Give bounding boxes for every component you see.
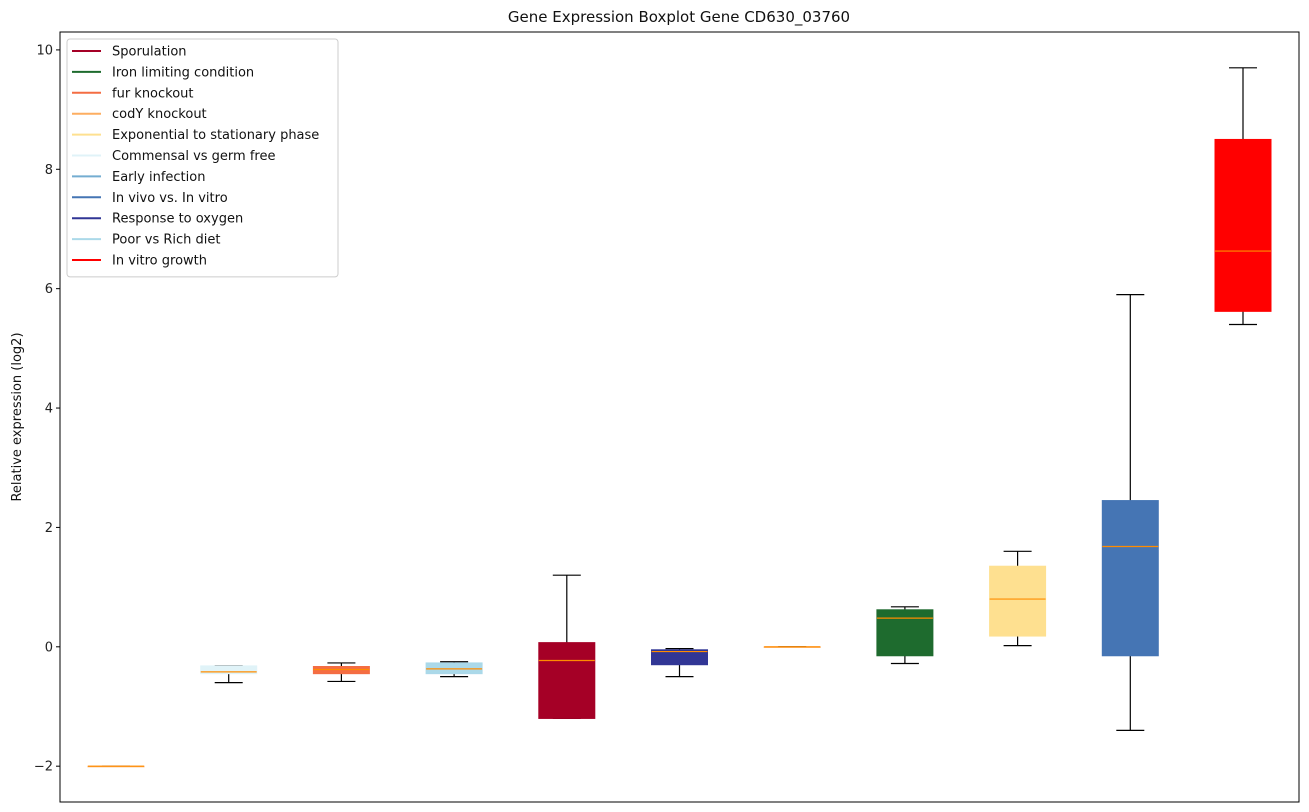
box-iqr bbox=[1214, 138, 1272, 312]
boxes-layer bbox=[87, 67, 1272, 768]
box-iqr bbox=[651, 649, 708, 666]
y-axis: −2 0 2 4 6 8 10 bbox=[34, 43, 60, 775]
box-iqr bbox=[876, 609, 934, 657]
legend: Sporulation Iron limiting condition fur kn… bbox=[66, 38, 339, 278]
y-tick-label: −2 bbox=[34, 760, 53, 775]
legend-item: codY knockout bbox=[72, 107, 207, 122]
legend-label: Iron limiting condition bbox=[112, 65, 254, 80]
legend-item: Commensal vs germ free bbox=[72, 149, 275, 164]
y-tick-label: 4 bbox=[45, 402, 53, 417]
box-group bbox=[312, 662, 370, 683]
legend-label: Early infection bbox=[112, 170, 205, 185]
box-iqr bbox=[200, 665, 258, 675]
box-group bbox=[1101, 294, 1159, 731]
plot-frame bbox=[59, 31, 1300, 803]
chart-title: Gene Expression Boxplot Gene CD630_03760 bbox=[508, 8, 850, 27]
legend-item: Response to oxygen bbox=[72, 212, 243, 227]
y-tick-label: 8 bbox=[45, 163, 53, 178]
y-axis-label: Relative expression (log2) bbox=[10, 332, 25, 501]
legend-item: In vivo vs. In vitro bbox=[72, 191, 228, 206]
box-group bbox=[989, 550, 1047, 647]
legend-label: Poor vs Rich diet bbox=[112, 233, 220, 248]
box-iqr bbox=[1101, 500, 1159, 657]
box-group bbox=[763, 646, 821, 648]
box-iqr bbox=[989, 565, 1047, 637]
box-group bbox=[651, 647, 708, 678]
box-group bbox=[200, 665, 258, 684]
legend-box bbox=[66, 38, 339, 278]
y-tick-label: 6 bbox=[45, 282, 53, 297]
legend-label: Sporulation bbox=[112, 45, 187, 60]
legend-label: fur knockout bbox=[112, 86, 194, 101]
box-group bbox=[538, 574, 596, 720]
legend-label: codY knockout bbox=[112, 107, 207, 122]
y-tick-label: 10 bbox=[36, 43, 53, 58]
box-group bbox=[425, 661, 483, 678]
legend-item: Sporulation bbox=[72, 45, 187, 60]
box-group bbox=[87, 765, 145, 768]
legend-label: Commensal vs germ free bbox=[112, 149, 275, 164]
legend-label: Exponential to stationary phase bbox=[112, 128, 319, 143]
box-group bbox=[876, 606, 934, 665]
box-iqr bbox=[538, 642, 596, 719]
box-group bbox=[1214, 67, 1272, 326]
y-tick-label: 0 bbox=[45, 640, 53, 655]
legend-label: In vivo vs. In vitro bbox=[112, 191, 228, 206]
legend-item: Early infection bbox=[72, 170, 205, 185]
legend-item: Poor vs Rich diet bbox=[72, 233, 220, 248]
y-tick-label: 2 bbox=[45, 521, 53, 536]
legend-item: Exponential to stationary phase bbox=[72, 128, 319, 143]
legend-item: In vitro growth bbox=[72, 254, 207, 269]
legend-item: fur knockout bbox=[72, 86, 194, 101]
legend-label: Response to oxygen bbox=[112, 212, 243, 227]
legend-item: Iron limiting condition bbox=[72, 65, 254, 80]
legend-label: In vitro growth bbox=[112, 254, 207, 269]
